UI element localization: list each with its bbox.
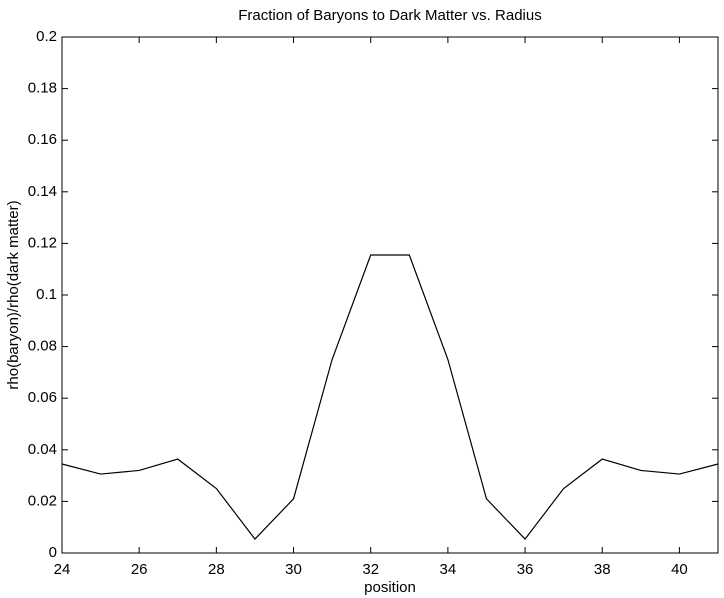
- y-tick-label: 0.06: [28, 389, 57, 406]
- y-tick-label: 0.1: [36, 286, 57, 303]
- x-tick-label: 26: [131, 561, 148, 578]
- x-tick-label: 32: [362, 561, 379, 578]
- x-axis-label: position: [364, 579, 416, 596]
- x-tick-label: 28: [208, 561, 225, 578]
- y-tick-label: 0.14: [28, 183, 57, 200]
- x-tick-label: 24: [54, 561, 71, 578]
- x-tick-label: 40: [671, 561, 688, 578]
- x-tick-label: 38: [594, 561, 611, 578]
- y-tick-label: 0.04: [28, 441, 57, 458]
- x-tick-label: 34: [440, 561, 457, 578]
- chart-title: Fraction of Baryons to Dark Matter vs. R…: [238, 7, 541, 24]
- y-tick-label: 0.18: [28, 80, 57, 97]
- y-tick-label: 0.2: [36, 28, 57, 45]
- y-tick-label: 0.16: [28, 131, 57, 148]
- y-tick-label: 0: [49, 544, 57, 561]
- data-line: [61, 254, 719, 540]
- x-tick-label: 36: [517, 561, 534, 578]
- y-tick-label: 0.02: [28, 492, 57, 509]
- y-tick-label: 0.12: [28, 234, 57, 251]
- x-tick-label: 30: [285, 561, 302, 578]
- y-tick-label: 0.08: [28, 338, 57, 355]
- y-axis-label: rho(baryon)/rho(dark matter): [5, 200, 22, 389]
